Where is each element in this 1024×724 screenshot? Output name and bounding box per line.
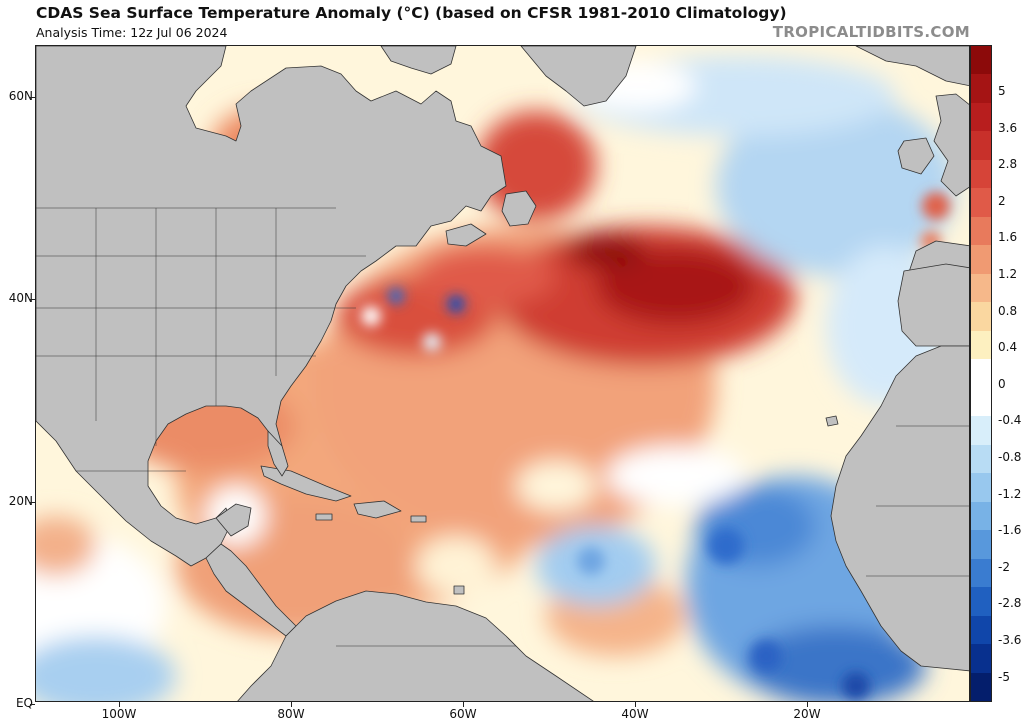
cuba [260,465,352,502]
colorbar-segment [971,46,991,75]
lon-tick [635,702,636,707]
colorbar-segment [971,672,991,702]
colorbar-label: -3.6 [998,633,1022,647]
lat-tick [30,502,35,503]
lon-tick [463,702,464,707]
map-canvas [36,46,969,701]
colorbar-label: -2 [998,559,1010,574]
colorbar-segment [971,501,991,531]
nova-scotia [445,223,487,247]
sst-anomaly-map [35,45,970,702]
colorbar-label: 5 [998,84,1006,98]
baffin-island [380,46,457,75]
colorbar-label: -0.8 [998,450,1022,464]
colorbar-segment [971,131,991,160]
lat-label-eq: EQ [15,696,33,710]
lat-tick [30,704,35,705]
canary-islands [825,415,839,427]
colorbar-segment [971,359,991,388]
brand-watermark: TROPICALTIDBITS.COM [772,23,970,41]
lon-label-100w: 100W [101,707,137,721]
colorbar-label: -1.2 [998,486,1022,501]
analysis-time: Analysis Time: 12z Jul 06 2024 [36,25,228,40]
colorbar-segment [971,188,991,217]
africa [830,345,969,672]
ireland [897,137,935,175]
map-title: CDAS Sea Surface Temperature Anomaly (°C… [36,4,787,22]
colorbar-segment [971,587,991,616]
colorbar-label: 2 [998,193,1006,208]
colorbar-segment [971,245,991,274]
colorbar-label: 1.6 [998,230,1018,245]
great-britain [933,93,969,197]
lon-tick [291,702,292,707]
colorbar [970,45,992,702]
puerto-rico [410,515,427,523]
greenland [520,46,637,107]
colorbar-label: -5 [998,669,1010,684]
colorbar-label: 0.4 [998,340,1018,355]
colorbar-label: 3.6 [998,120,1018,135]
trinidad [453,585,465,595]
lon-label-20w: 20W [793,707,821,721]
colorbar-segment [971,273,991,303]
lat-tick [30,97,35,98]
colorbar-label: 1.2 [998,267,1018,281]
colorbar-label: -0.4 [998,413,1022,428]
lon-label-60w: 60W [449,707,477,721]
iberia [897,263,969,347]
colorbar-segment [971,473,991,502]
colorbar-label: 0 [998,376,1006,391]
jamaica [315,513,333,521]
lat-tick [30,299,35,300]
lon-label-80w: 80W [277,707,305,721]
colorbar-segment [971,416,991,445]
colorbar-label: 2.8 [998,157,1018,172]
lat-label-20n: 20N [8,494,33,508]
florida [267,430,289,477]
colorbar-label: -2.8 [998,596,1022,611]
colorbar-segment [971,302,991,331]
colorbar-segment [971,102,991,132]
lat-label-40n: 40N [8,291,33,305]
lat-label-60n: 60N [8,89,33,103]
newfoundland [501,190,537,227]
colorbar-segment [971,387,991,417]
colorbar-segment [971,530,991,559]
lon-label-40w: 40W [621,707,649,721]
iceland-faroe [855,46,969,87]
colorbar-label: 0.8 [998,303,1018,318]
colorbar-segment [971,615,991,645]
colorbar-segment [971,159,991,189]
hispaniola [353,500,402,519]
political-borders [36,207,969,647]
colorbar-segment [971,444,991,474]
yucatan [215,503,252,537]
colorbar-segment [971,558,991,588]
colorbar-segment [971,644,991,673]
colorbar-label: -1.6 [998,523,1022,538]
colorbar-segment [971,216,991,246]
colorbar-segment [971,330,991,360]
colorbar-segment [971,74,991,103]
lon-tick [119,702,120,707]
lon-tick [807,702,808,707]
